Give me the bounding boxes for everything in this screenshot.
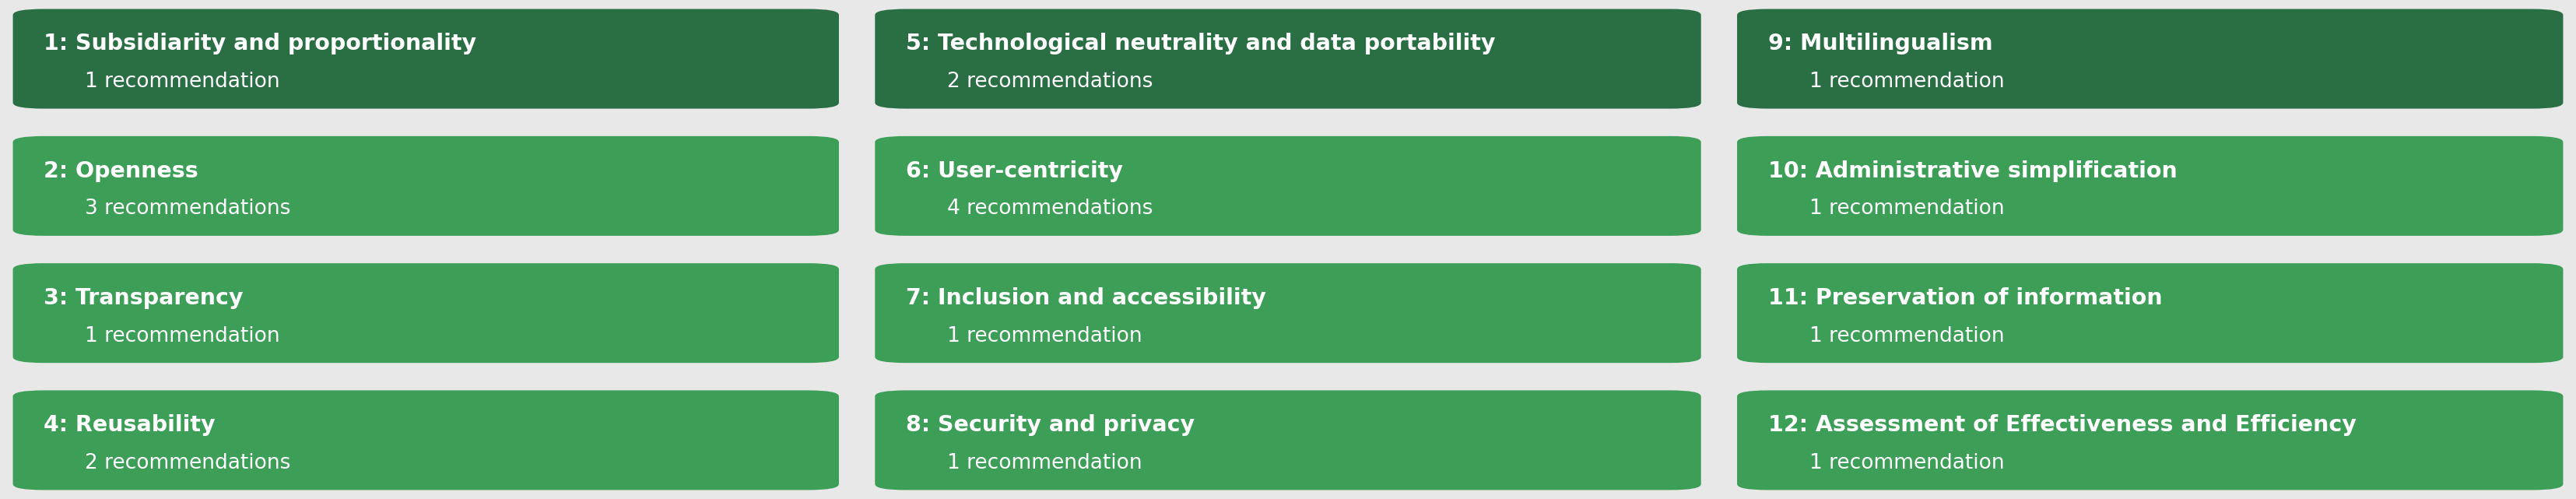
FancyBboxPatch shape: [1736, 263, 2563, 363]
Text: 5: Technological neutrality and data portability: 5: Technological neutrality and data por…: [907, 33, 1497, 55]
Text: 2: Openness: 2: Openness: [44, 160, 198, 182]
Text: 9: Multilingualism: 9: Multilingualism: [1767, 33, 1994, 55]
FancyBboxPatch shape: [1736, 136, 2563, 236]
Text: 8: Security and privacy: 8: Security and privacy: [907, 414, 1195, 436]
FancyBboxPatch shape: [13, 390, 840, 490]
Text: 1 recommendation: 1 recommendation: [948, 326, 1141, 346]
Text: 11: Preservation of information: 11: Preservation of information: [1767, 287, 2161, 309]
Text: 6: User-centricity: 6: User-centricity: [907, 160, 1123, 182]
FancyBboxPatch shape: [876, 9, 1700, 109]
Text: 1: Subsidiarity and proportionality: 1: Subsidiarity and proportionality: [44, 33, 477, 55]
FancyBboxPatch shape: [13, 9, 840, 109]
Text: 1 recommendation: 1 recommendation: [1808, 326, 2004, 346]
Text: 4: Reusability: 4: Reusability: [44, 414, 216, 436]
Text: 1 recommendation: 1 recommendation: [1808, 453, 2004, 473]
Text: 1 recommendation: 1 recommendation: [1808, 199, 2004, 219]
Text: 1 recommendation: 1 recommendation: [85, 326, 281, 346]
Text: 7: Inclusion and accessibility: 7: Inclusion and accessibility: [907, 287, 1267, 309]
FancyBboxPatch shape: [13, 136, 840, 236]
Text: 1 recommendation: 1 recommendation: [948, 453, 1141, 473]
Text: 10: Administrative simplification: 10: Administrative simplification: [1767, 160, 2177, 182]
Text: 1 recommendation: 1 recommendation: [1808, 72, 2004, 92]
FancyBboxPatch shape: [876, 263, 1700, 363]
Text: 3: Transparency: 3: Transparency: [44, 287, 242, 309]
FancyBboxPatch shape: [1736, 390, 2563, 490]
FancyBboxPatch shape: [13, 263, 840, 363]
FancyBboxPatch shape: [1736, 9, 2563, 109]
FancyBboxPatch shape: [876, 390, 1700, 490]
Text: 2 recommendations: 2 recommendations: [948, 72, 1154, 92]
Text: 3 recommendations: 3 recommendations: [85, 199, 291, 219]
Text: 12: Assessment of Effectiveness and Efficiency: 12: Assessment of Effectiveness and Effi…: [1767, 414, 2357, 436]
Text: 1 recommendation: 1 recommendation: [85, 72, 281, 92]
Text: 2 recommendations: 2 recommendations: [85, 453, 291, 473]
FancyBboxPatch shape: [876, 136, 1700, 236]
Text: 4 recommendations: 4 recommendations: [948, 199, 1154, 219]
